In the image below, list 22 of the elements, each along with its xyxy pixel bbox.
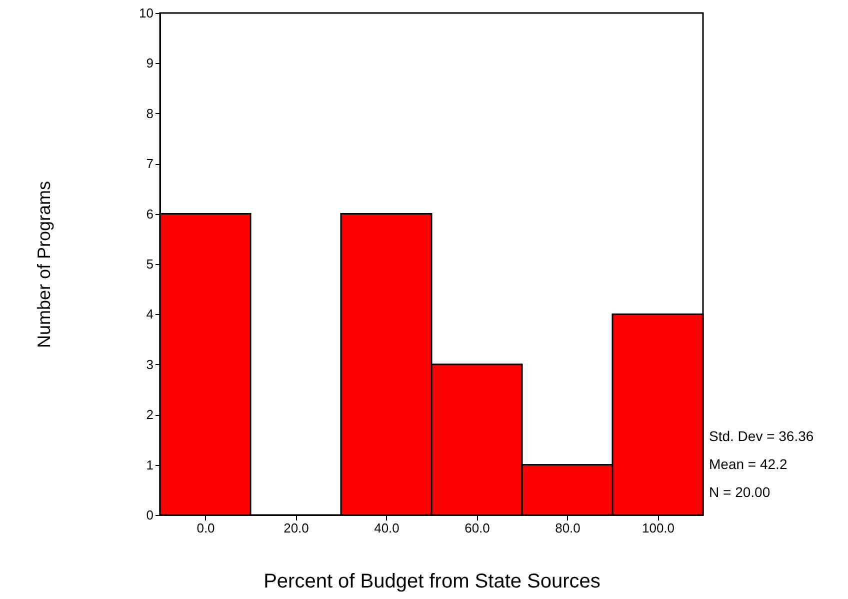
- y-tick-label: 9: [146, 56, 154, 71]
- text: Mean = 42.2: [709, 456, 788, 472]
- text: N = 20.00: [709, 484, 770, 500]
- y-tick-label: 3: [146, 356, 154, 372]
- x-tick-label: 0.0: [196, 520, 215, 536]
- text: Std. Dev = 36.36: [709, 428, 814, 444]
- x-tick-label: 40.0: [374, 520, 400, 536]
- x-tick-label: 100.0: [642, 520, 675, 536]
- x-axis-title: Percent of Budget from State Sources: [264, 570, 600, 592]
- y-tick-label: 2: [146, 407, 154, 422]
- y-tick-label: 7: [146, 156, 154, 172]
- x-tick-label: 80.0: [555, 520, 580, 536]
- y-tick-label: 1: [146, 457, 154, 472]
- y-tick-label: 5: [146, 256, 154, 272]
- x-tick-label: 20.0: [284, 520, 309, 536]
- y-tick-label: 4: [146, 306, 154, 322]
- y-tick-label: 8: [146, 106, 154, 121]
- y-tick-label: 10: [139, 6, 154, 20]
- y-axis-title: Number of Programs: [34, 180, 54, 348]
- x-tick-label: 60.0: [464, 520, 490, 536]
- y-tick-label: 6: [146, 206, 154, 222]
- y-tick-label: 0: [146, 508, 154, 522]
